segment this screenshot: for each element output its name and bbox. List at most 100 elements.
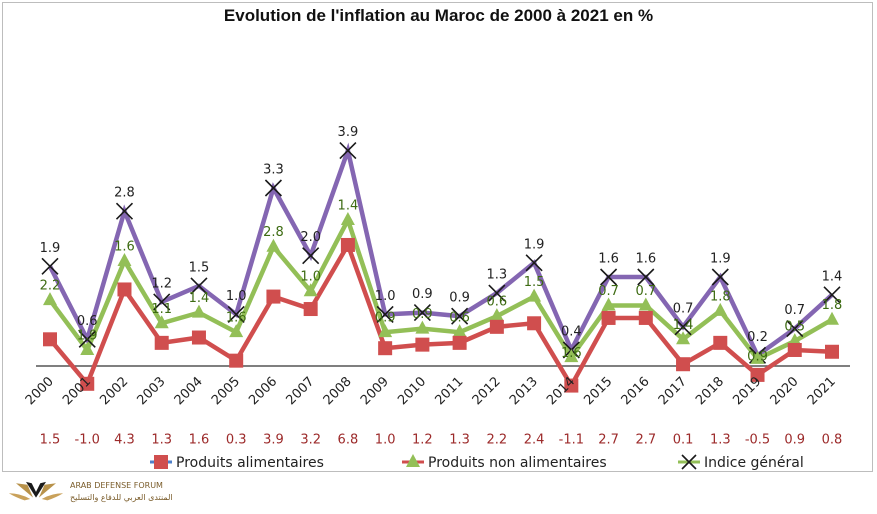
data-label-1-2021: 1.8	[822, 298, 843, 313]
data-label-0-2018: 1.3	[710, 433, 731, 448]
marker-triangle-2016	[638, 297, 653, 311]
x-tick-label-2009: 2009	[358, 374, 392, 408]
marker-triangle-2015	[601, 297, 616, 311]
marker-x-2005	[227, 305, 245, 323]
data-label-2-2014: 0.4	[561, 324, 582, 339]
data-label-1-2010: 0.9	[412, 307, 433, 322]
marker-triangle-2008	[340, 212, 355, 226]
marker-x-2004	[190, 277, 208, 295]
data-label-0-2007: 3.2	[300, 433, 321, 448]
x-tick-label-2004: 2004	[172, 374, 206, 408]
x-tick-label-2017: 2017	[656, 374, 690, 408]
chart-frame	[2, 2, 873, 472]
marker-square-2005	[229, 353, 244, 368]
data-label-0-2000: 1.5	[40, 433, 61, 448]
marker-triangle-2005	[229, 324, 244, 338]
legend-label-0: Produits alimentaires	[176, 455, 324, 471]
data-label-1-2000: 2.2	[40, 279, 61, 294]
marker-square-2001	[80, 376, 95, 391]
data-label-1-2002: 1.6	[114, 239, 135, 254]
marker-square-2010	[415, 337, 430, 352]
marker-triangle-2000	[43, 292, 57, 306]
data-label-0-2017: 0.1	[673, 433, 694, 448]
marker-square-2002	[117, 282, 132, 297]
marker-x-2021	[823, 286, 841, 304]
data-label-2-2010: 0.9	[412, 287, 433, 302]
marker-x-2020	[786, 320, 804, 338]
marker-x-2000	[41, 257, 59, 275]
data-label-0-2019: -0.5	[745, 433, 770, 448]
marker-x-2007	[302, 247, 320, 265]
marker-triangle-2001	[80, 341, 95, 355]
marker-triangle-2010	[415, 320, 430, 334]
data-label-2-2008: 3.9	[338, 125, 359, 140]
marker-x-2006	[264, 179, 282, 197]
data-label-2-2001: 0.6	[77, 314, 98, 329]
marker-square-2009	[378, 341, 393, 356]
series-line-0	[48, 239, 833, 391]
marker-square-2014	[564, 378, 579, 393]
data-label-2-2018: 1.9	[710, 252, 731, 267]
data-label-0-2006: 3.9	[263, 433, 284, 448]
marker-x-2016	[637, 268, 655, 286]
data-label-0-2008: 6.8	[338, 433, 359, 448]
data-label-2-2021: 1.4	[822, 269, 843, 284]
x-tick-label-2005: 2005	[209, 374, 243, 408]
data-label-2-2013: 1.9	[524, 237, 545, 252]
marker-square-2006	[266, 289, 281, 304]
marker-triangle-2004	[191, 304, 206, 318]
x-tick-label-2018: 2018	[693, 374, 727, 408]
marker-square-2003	[154, 335, 169, 350]
legend-label-1: Produits non alimentaires	[428, 455, 607, 471]
x-tick-label-2020: 2020	[768, 374, 802, 408]
data-label-0-2004: 1.6	[189, 433, 210, 448]
marker-triangle-2011	[452, 324, 467, 338]
data-label-0-2020: 0.9	[784, 433, 805, 448]
marker-x-2010	[413, 304, 431, 322]
marker-triangle-2021	[825, 311, 839, 325]
marker-triangle-2020	[787, 333, 802, 347]
marker-triangle-2017	[676, 331, 691, 345]
marker-triangle-2014	[564, 349, 579, 363]
data-label-2-2011: 0.9	[449, 291, 470, 306]
data-label-1-2005: 1.6	[226, 311, 247, 326]
data-label-0-2016: 2.7	[635, 433, 656, 448]
x-tick-label-2013: 2013	[507, 374, 541, 408]
data-label-0-2012: 2.2	[487, 433, 508, 448]
legend-marker-triangle-icon	[406, 454, 420, 467]
data-label-0-2010: 1.2	[412, 433, 433, 448]
data-label-2-2004: 1.5	[189, 260, 210, 275]
marker-x-2003	[153, 293, 171, 311]
legend-marker-x-icon	[681, 454, 697, 470]
data-label-2-2020: 0.7	[784, 303, 805, 318]
marker-triangle-2019	[750, 350, 765, 364]
data-label-0-2005: 0.3	[226, 433, 247, 448]
marker-square-2007	[303, 302, 318, 317]
data-label-0-2014: -1.1	[559, 433, 584, 448]
x-tick-label-2015: 2015	[581, 374, 615, 408]
x-tick-label-2002: 2002	[97, 374, 131, 408]
series-line-1	[48, 214, 834, 362]
data-label-2-2016: 1.6	[635, 252, 656, 267]
marker-triangle-2007	[303, 283, 318, 297]
data-label-1-2008: 1.4	[338, 199, 359, 214]
marker-square-2004	[191, 330, 206, 345]
data-label-1-2012: 0.6	[487, 295, 508, 310]
marker-square-2012	[489, 319, 504, 334]
data-label-1-2007: 1.0	[300, 270, 321, 285]
marker-triangle-2013	[527, 288, 542, 302]
watermark-logo-icon	[8, 481, 64, 501]
marker-x-2011	[451, 307, 469, 325]
legend-label-2: Indice général	[704, 455, 804, 471]
marker-x-2012	[488, 284, 506, 302]
legend-item-0: Produits alimentaires	[150, 455, 324, 471]
data-label-1-2015: 0.7	[598, 284, 619, 299]
data-label-2-2002: 2.8	[114, 186, 135, 201]
marker-square-2018	[713, 335, 728, 350]
data-label-1-2003: 1.1	[151, 302, 172, 317]
marker-square-2020	[787, 342, 802, 357]
data-label-2-2012: 1.3	[487, 268, 508, 283]
legend-marker-square-icon	[154, 455, 168, 469]
watermark-text: ARAB DEFENSE FORUM المنتدى العربي للدفاع…	[70, 480, 270, 504]
x-tick-label-2006: 2006	[246, 374, 280, 408]
